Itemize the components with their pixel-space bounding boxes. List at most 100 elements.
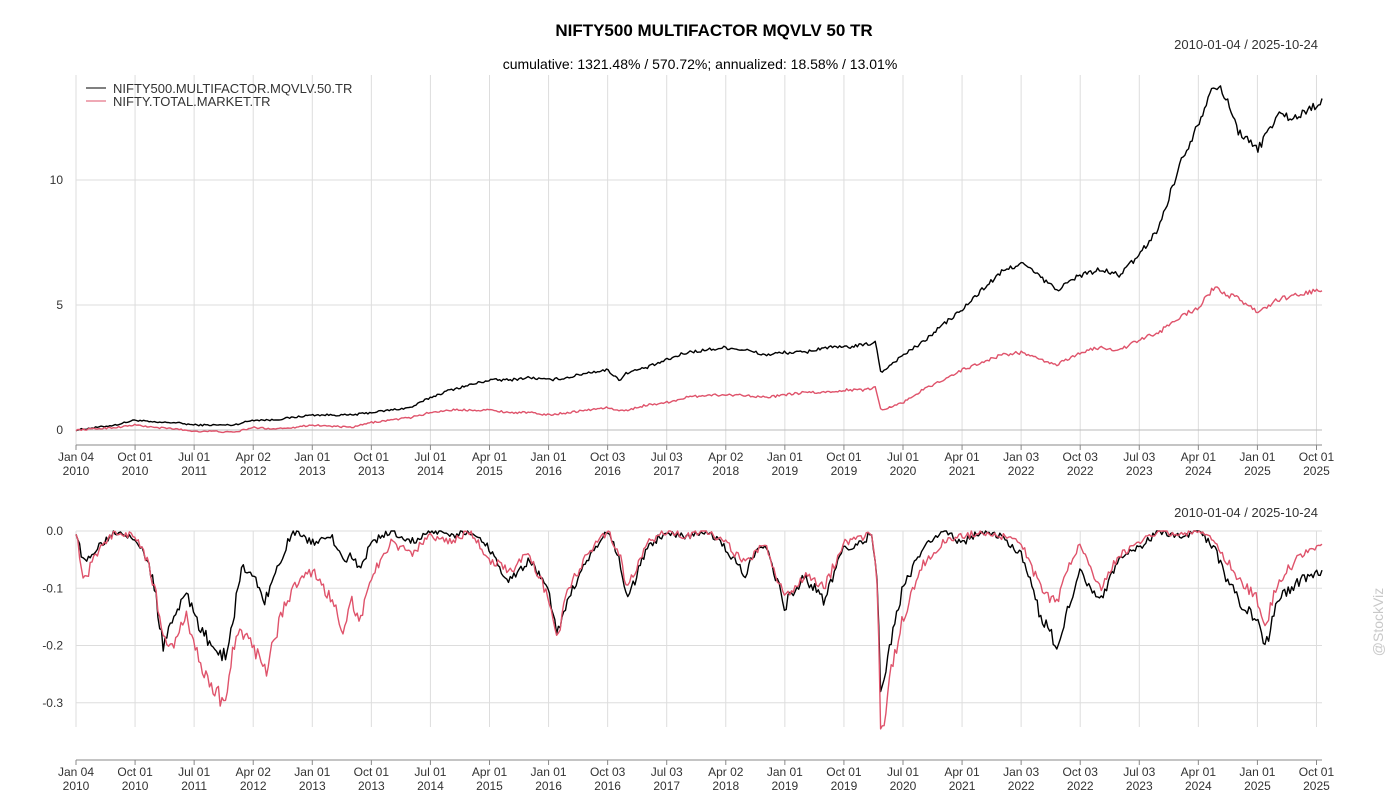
top-x-tick-label: Apr 01 [1181,450,1217,464]
bot-x-tick-label: Oct 01 [354,765,390,779]
top-x-tick-label: Jan 03 [1003,450,1039,464]
top-x-tick-year: 2025 [1244,464,1271,478]
top-x-tick-year: 2019 [831,464,858,478]
top-x-tick-year: 2022 [1067,464,1094,478]
bot-x-tick-label: Jul 01 [414,765,446,779]
top-y-tick-label: 5 [56,298,63,312]
bot-x-tick-year: 2021 [949,779,976,793]
top-x-tick-label: Jan 01 [531,450,567,464]
top-x-tick-year: 2013 [299,464,326,478]
bot-x-tick-label: Oct 01 [1299,765,1335,779]
bot-x-tick-year: 2022 [1008,779,1035,793]
top-x-tick-label: Oct 03 [1063,450,1099,464]
watermark: @StockViz [1370,588,1386,656]
bot-x-tick-year: 2017 [653,779,680,793]
bot-x-tick-year: 2015 [476,779,503,793]
top-x-tick-year: 2017 [653,464,680,478]
bottom-grid [75,530,1322,727]
top-x-tick-year: 2024 [1185,464,1212,478]
top-x-tick-year: 2020 [890,464,917,478]
bot-x-tick-label: Jan 01 [294,765,330,779]
top-x-tick-label: Oct 03 [590,450,626,464]
bot-x-tick-label: Apr 01 [944,765,980,779]
bottom-y-axis: 0.0 -0.1 -0.2 -0.3 [42,524,63,710]
top-x-tick-year: 2012 [240,464,267,478]
bot-x-tick-year: 2022 [1067,779,1094,793]
bot-x-tick-label: Oct 03 [590,765,626,779]
top-x-tick-year: 2018 [712,464,739,478]
bot-x-tick-label: Oct 01 [117,765,153,779]
bot-x-tick-year: 2019 [771,779,798,793]
top-x-tick-label: Jul 01 [887,450,919,464]
bot-x-tick-label: Oct 03 [1063,765,1099,779]
bot-x-tick-year: 2010 [122,779,149,793]
bot-x-tick-label: Jul 03 [1123,765,1155,779]
bot-x-tick-label: Apr 02 [708,765,744,779]
bottom-date-range: 2010-01-04 / 2025-10-24 [1174,505,1318,520]
top-x-tick-label: Jan 01 [767,450,803,464]
top-x-tick-year: 2016 [535,464,562,478]
bot-x-tick-year: 2010 [63,779,90,793]
bot-x-tick-year: 2014 [417,779,444,793]
top-x-tick-label: Jul 03 [651,450,683,464]
top-x-tick-label: Oct 01 [117,450,153,464]
bottom-series-lines [75,530,1323,730]
top-x-tick-label: Apr 01 [944,450,980,464]
top-x-tick-label: Oct 01 [354,450,390,464]
top-x-tick-year: 2013 [358,464,385,478]
top-x-tick-label: Jan 01 [294,450,330,464]
top-series-line-2 [75,286,1323,434]
bot-x-tick-year: 2024 [1185,779,1212,793]
bot-x-tick-year: 2020 [890,779,917,793]
bot-x-tick-year: 2016 [594,779,621,793]
bot-x-tick-year: 2013 [358,779,385,793]
bot-x-tick-year: 2025 [1244,779,1271,793]
bot-y-tick-label: -0.2 [42,639,63,653]
bot-x-tick-year: 2018 [712,779,739,793]
top-date-range: 2010-01-04 / 2025-10-24 [1174,37,1318,52]
top-y-tick-label: 10 [50,173,64,187]
bot-x-tick-label: Jan 03 [1003,765,1039,779]
top-x-tick-label: Jan 04 [58,450,94,464]
bot-y-tick-label: -0.3 [42,696,63,710]
top-x-tick-label: Jul 03 [1123,450,1155,464]
bot-y-tick-label: 0.0 [46,524,63,538]
top-x-tick-label: Jul 01 [178,450,210,464]
legend: NIFTY500.MULTIFACTOR.MQVLV.50.TR NIFTY.T… [86,81,352,109]
top-x-tick-year: 2023 [1126,464,1153,478]
top-x-tick-label: Jan 01 [1239,450,1275,464]
top-x-tick-year: 2022 [1008,464,1035,478]
top-series-lines [75,85,1323,434]
bot-series-line-1 [75,530,1323,693]
bot-x-tick-label: Jan 01 [767,765,803,779]
bot-series-line-2 [75,530,1323,730]
top-x-tick-year: 2010 [63,464,90,478]
top-x-tick-label: Oct 01 [1299,450,1335,464]
top-series-line-1 [75,85,1323,432]
top-x-tick-year: 2015 [476,464,503,478]
top-x-tick-year: 2010 [122,464,149,478]
top-x-tick-label: Jul 01 [414,450,446,464]
top-x-tick-year: 2025 [1303,464,1330,478]
bot-x-tick-year: 2023 [1126,779,1153,793]
bot-x-tick-year: 2016 [535,779,562,793]
top-x-tick-label: Apr 02 [236,450,272,464]
bot-x-tick-label: Jul 03 [651,765,683,779]
bot-x-tick-year: 2019 [831,779,858,793]
bot-x-tick-label: Jul 01 [178,765,210,779]
bot-x-tick-year: 2013 [299,779,326,793]
top-x-tick-label: Apr 01 [472,450,508,464]
bot-x-tick-label: Jan 04 [58,765,94,779]
top-x-tick-label: Apr 02 [708,450,744,464]
top-x-tick-label: Oct 01 [826,450,862,464]
chart-title: NIFTY500 MULTIFACTOR MQVLV 50 TR [555,21,872,40]
bot-x-tick-label: Apr 01 [472,765,508,779]
top-x-tick-year: 2011 [181,464,207,478]
top-x-tick-year: 2014 [417,464,444,478]
bot-x-tick-year: 2012 [240,779,267,793]
bot-x-tick-label: Oct 01 [826,765,862,779]
legend-label-mqvlv: NIFTY500.MULTIFACTOR.MQVLV.50.TR [113,81,352,96]
